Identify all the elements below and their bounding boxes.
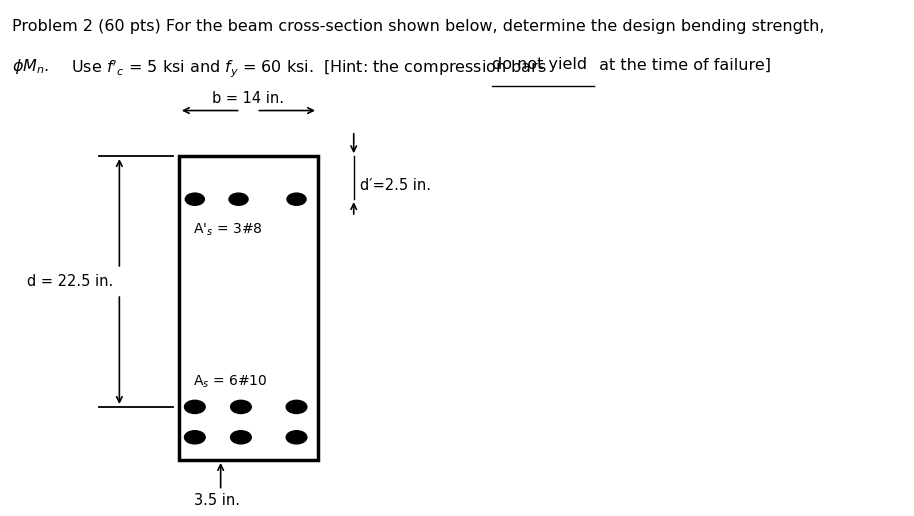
Text: 3.5 in.: 3.5 in. — [194, 493, 239, 508]
Circle shape — [286, 400, 307, 413]
Circle shape — [186, 193, 205, 205]
Circle shape — [287, 193, 306, 205]
Text: d = 22.5 in.: d = 22.5 in. — [27, 274, 113, 289]
Text: b = 14 in.: b = 14 in. — [212, 91, 284, 106]
Circle shape — [230, 400, 251, 413]
Circle shape — [230, 431, 251, 444]
Circle shape — [286, 431, 307, 444]
Text: A$_s$ = 6#10: A$_s$ = 6#10 — [193, 374, 268, 391]
Text: at the time of failure]: at the time of failure] — [593, 57, 771, 72]
Text: Use $f'_c$ = 5 ksi and $f_y$ = 60 ksi.  [Hint: the compression bars: Use $f'_c$ = 5 ksi and $f_y$ = 60 ksi. [… — [61, 57, 548, 79]
Text: do not yield: do not yield — [492, 57, 587, 72]
Text: A$'_s$ = 3#8: A$'_s$ = 3#8 — [193, 222, 263, 238]
Bar — [179, 156, 318, 460]
Circle shape — [185, 431, 205, 444]
Circle shape — [229, 193, 248, 205]
Circle shape — [185, 400, 205, 413]
Text: $\phi M_n$.: $\phi M_n$. — [12, 57, 49, 76]
Text: d′=2.5 in.: d′=2.5 in. — [360, 178, 431, 193]
Text: Problem 2 (60 pts) For the beam cross-section shown below, determine the design : Problem 2 (60 pts) For the beam cross-se… — [12, 20, 824, 35]
